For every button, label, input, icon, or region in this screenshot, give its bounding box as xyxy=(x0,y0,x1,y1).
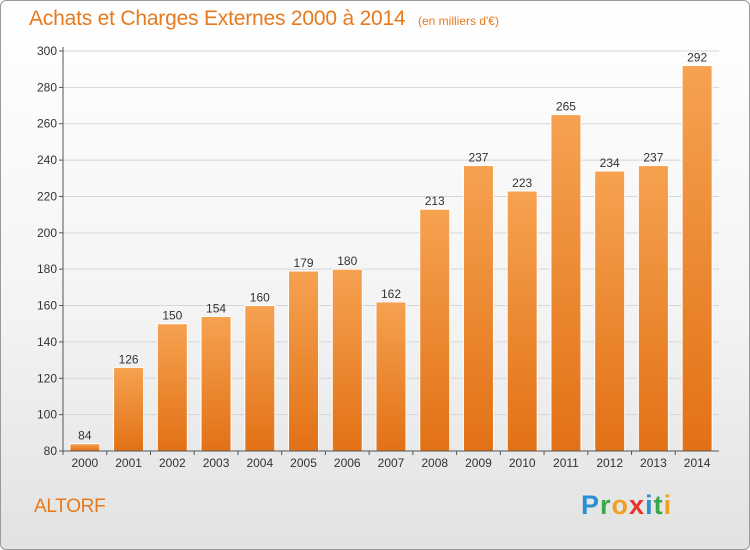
labels: 80 100 120 140 160 180 200 220 240 260 280 300 84 200… xyxy=(37,44,711,470)
proxiti-logo: Proxiti xyxy=(581,490,672,521)
x-tick-label: 2014 xyxy=(684,456,711,470)
bar xyxy=(200,315,232,452)
logo-letter: i xyxy=(663,490,673,520)
y-tick-label: 100 xyxy=(37,408,57,422)
bar xyxy=(550,114,582,452)
x-tick-label: 2007 xyxy=(378,456,405,470)
x-tick-label: 2012 xyxy=(596,456,623,470)
bar-value-label: 162 xyxy=(381,287,401,301)
y-tick-label: 280 xyxy=(37,80,57,94)
bar-value-label: 213 xyxy=(425,194,445,208)
bar-value-label: 265 xyxy=(556,100,576,114)
bar xyxy=(288,270,320,452)
x-tick-label: 2005 xyxy=(290,456,317,470)
logo-letter: t xyxy=(653,490,664,520)
y-tick-label: 120 xyxy=(37,371,57,385)
x-tick-label: 2008 xyxy=(421,456,448,470)
bar-value-label: 179 xyxy=(294,256,314,270)
logo-letter: i xyxy=(645,490,654,520)
bar-value-label: 84 xyxy=(78,429,92,443)
axes xyxy=(59,47,719,455)
bar xyxy=(113,366,145,452)
logo-letter: x xyxy=(629,490,646,520)
chart-subtitle: (en milliers d'€) xyxy=(418,14,499,28)
bar xyxy=(69,443,101,452)
x-tick-label: 2010 xyxy=(509,456,536,470)
bar-value-label: 180 xyxy=(337,254,357,268)
bar-value-label: 160 xyxy=(250,291,270,305)
commune-name: ALTORF xyxy=(34,496,106,517)
bar-value-label: 154 xyxy=(206,301,226,315)
chart-title: Achats et Charges Externes 2000 à 2014 xyxy=(29,7,406,30)
bar xyxy=(681,65,713,452)
x-tick-label: 2009 xyxy=(465,456,492,470)
logo-letter: P xyxy=(581,490,601,520)
bar xyxy=(331,268,363,452)
bar xyxy=(637,165,669,452)
bar xyxy=(244,305,276,452)
y-tick-label: 260 xyxy=(37,117,57,131)
x-tick-label: 2002 xyxy=(159,456,186,470)
x-tick-label: 2013 xyxy=(640,456,667,470)
y-tick-label: 80 xyxy=(44,444,58,458)
x-tick-label: 2001 xyxy=(115,456,142,470)
x-tick-label: 2003 xyxy=(203,456,230,470)
bar-value-label: 237 xyxy=(643,151,663,165)
y-tick-label: 140 xyxy=(37,335,57,349)
y-tick-label: 160 xyxy=(37,299,57,313)
y-tick-label: 220 xyxy=(37,189,57,203)
x-tick-label: 2011 xyxy=(553,456,579,470)
bar xyxy=(375,301,407,452)
bar-value-label: 126 xyxy=(119,352,139,366)
bar xyxy=(462,165,494,452)
bar-value-label: 234 xyxy=(600,156,620,170)
bars xyxy=(69,65,713,452)
logo-letter: o xyxy=(611,490,630,520)
bar xyxy=(156,323,188,452)
x-tick-label: 2004 xyxy=(246,456,273,470)
x-tick-label: 2000 xyxy=(72,456,99,470)
y-tick-label: 300 xyxy=(37,44,57,58)
bar xyxy=(506,190,538,452)
x-tick-label: 2006 xyxy=(334,456,361,470)
bar-value-label: 237 xyxy=(468,151,488,165)
bar-value-label: 150 xyxy=(162,309,182,323)
bar xyxy=(594,170,626,452)
bar xyxy=(419,208,451,452)
y-tick-label: 200 xyxy=(37,226,57,240)
bar-value-label: 292 xyxy=(687,51,707,65)
y-tick-label: 180 xyxy=(37,262,57,276)
logo-letter: r xyxy=(600,490,612,520)
bar-value-label: 223 xyxy=(512,176,532,190)
y-tick-label: 240 xyxy=(37,153,57,167)
